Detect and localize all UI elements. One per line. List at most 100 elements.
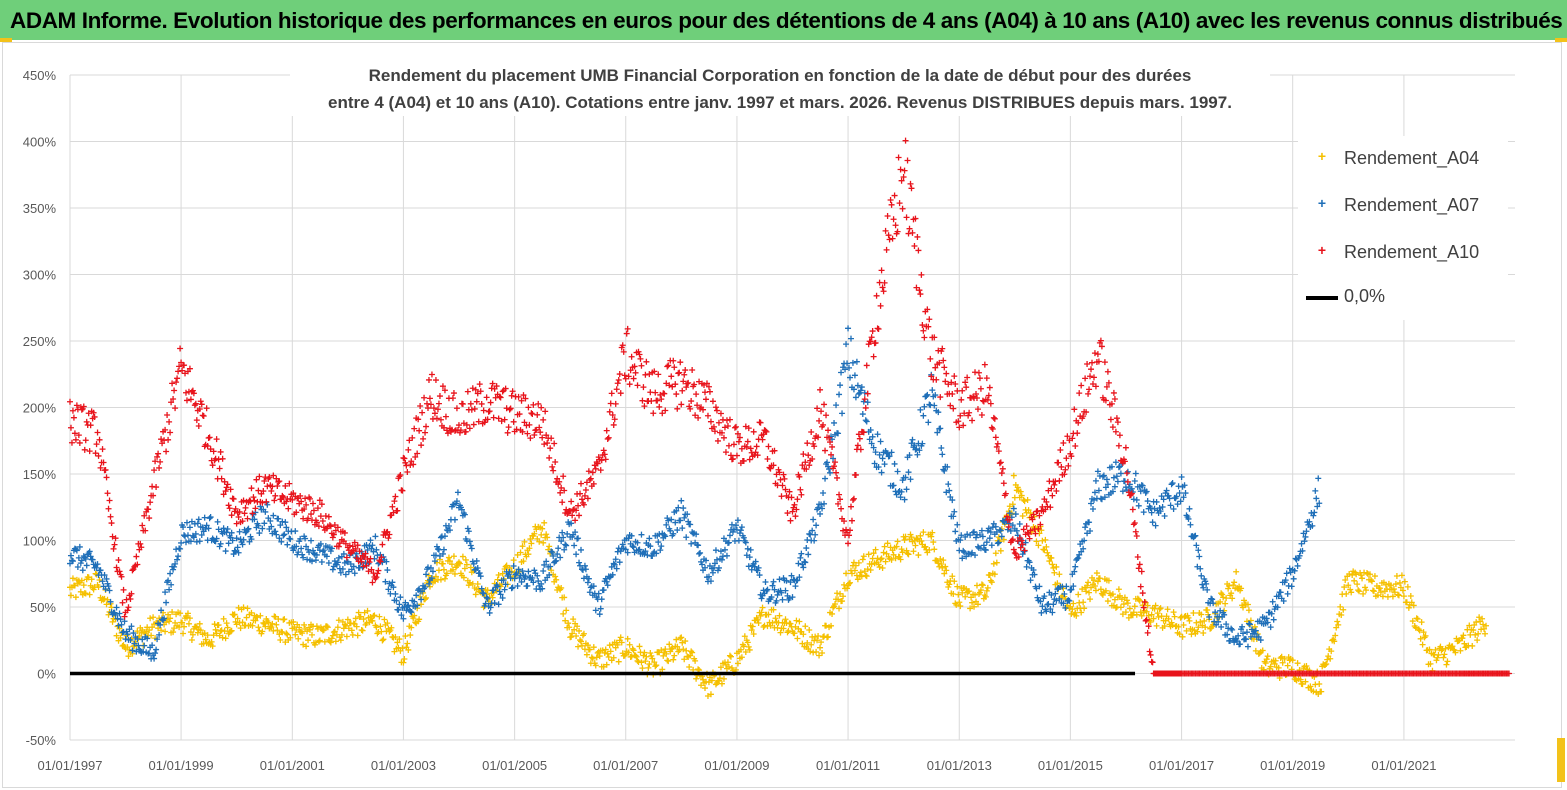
point-rendement-a07	[854, 382, 861, 389]
point-rendement-a07	[578, 546, 585, 553]
point-rendement-a04	[69, 575, 76, 582]
point-rendement-a10	[492, 394, 499, 401]
point-rendement-a07	[917, 406, 924, 413]
point-rendement-a07	[644, 552, 651, 559]
point-rendement-a07	[604, 582, 611, 589]
point-rendement-a07	[590, 583, 597, 590]
point-rendement-a10	[817, 386, 824, 393]
point-rendement-a07	[611, 561, 618, 568]
point-rendement-a04	[576, 627, 583, 634]
point-rendement-a10	[796, 473, 803, 480]
point-rendement-a10	[327, 523, 334, 530]
point-rendement-a07	[1199, 581, 1206, 588]
point-rendement-a10	[528, 410, 535, 417]
point-rendement-a07	[712, 547, 719, 554]
point-rendement-a04	[435, 567, 442, 574]
point-rendement-a04	[1368, 578, 1375, 585]
point-rendement-a10	[111, 541, 118, 548]
point-rendement-a07	[849, 359, 856, 366]
point-rendement-a04	[1479, 615, 1486, 622]
point-rendement-a07	[299, 551, 306, 558]
point-rendement-a10	[1114, 419, 1121, 426]
point-rendement-a10	[661, 390, 668, 397]
point-rendement-a04	[949, 573, 956, 580]
point-rendement-a10	[731, 424, 738, 431]
point-rendement-a07	[298, 545, 305, 552]
point-rendement-a10	[250, 494, 257, 501]
point-rendement-a10	[959, 387, 966, 394]
point-rendement-a07	[107, 598, 114, 605]
point-rendement-a07	[695, 542, 702, 549]
point-rendement-a04	[642, 658, 649, 665]
point-rendement-a10	[879, 284, 886, 291]
point-rendement-a04	[467, 564, 474, 571]
point-rendement-a07	[550, 553, 557, 560]
point-rendement-a04	[520, 558, 527, 565]
point-rendement-a07	[126, 626, 133, 633]
point-rendement-a07	[1240, 630, 1247, 637]
point-rendement-a07	[115, 622, 122, 629]
point-rendement-a07	[1288, 583, 1295, 590]
point-rendement-a10	[1112, 428, 1119, 435]
point-rendement-a04	[188, 636, 195, 643]
point-rendement-a04	[320, 627, 327, 634]
point-rendement-a10	[621, 372, 628, 379]
point-rendement-a04	[1348, 589, 1355, 596]
point-rendement-a07	[405, 602, 412, 609]
point-rendement-a10	[577, 490, 584, 497]
corner-handle-left	[0, 38, 12, 42]
point-rendement-a07	[842, 366, 849, 373]
point-rendement-a04	[1338, 611, 1345, 618]
point-rendement-a07	[861, 389, 868, 396]
point-rendement-a07	[672, 519, 679, 526]
point-rendement-a07	[303, 543, 310, 550]
point-rendement-a10	[912, 215, 919, 222]
point-rendement-a10	[436, 393, 443, 400]
point-rendement-a04	[1165, 615, 1172, 622]
point-rendement-a10	[1138, 568, 1145, 575]
point-rendement-a04	[1195, 624, 1202, 631]
point-rendement-a07	[1299, 547, 1306, 554]
point-rendement-a07	[192, 530, 199, 537]
point-rendement-a04	[828, 622, 835, 629]
point-rendement-a10	[408, 458, 415, 465]
point-rendement-a10	[678, 401, 685, 408]
point-rendement-a07	[1177, 498, 1184, 505]
point-rendement-a10	[563, 506, 570, 513]
point-rendement-a10	[81, 446, 88, 453]
point-rendement-a10	[722, 449, 729, 456]
point-rendement-a07	[287, 536, 294, 543]
point-rendement-a07	[609, 571, 616, 578]
point-rendement-a10	[110, 545, 117, 552]
point-rendement-a10	[936, 359, 943, 366]
point-rendement-a07	[1063, 583, 1070, 590]
point-rendement-a04	[1116, 592, 1123, 599]
point-rendement-a07	[901, 496, 908, 503]
point-rendement-a07	[746, 554, 753, 561]
point-rendement-a07	[451, 516, 458, 523]
point-rendement-a07	[655, 539, 662, 546]
point-rendement-a07	[1284, 590, 1291, 597]
point-rendement-a04	[348, 627, 355, 634]
point-rendement-a07	[486, 609, 493, 616]
point-rendement-a10	[575, 502, 582, 509]
point-rendement-a10	[401, 455, 408, 462]
point-rendement-a10	[589, 469, 596, 476]
point-rendement-a04	[997, 547, 1004, 554]
point-rendement-a10	[878, 267, 885, 274]
point-rendement-a10	[917, 291, 924, 298]
point-rendement-a10	[1018, 537, 1025, 544]
point-rendement-a10	[604, 435, 611, 442]
point-rendement-a10	[521, 419, 528, 426]
point-rendement-a10	[669, 383, 676, 390]
point-rendement-a10	[870, 353, 877, 360]
point-rendement-a10	[694, 402, 701, 409]
point-rendement-a04	[677, 635, 684, 642]
resize-handle[interactable]	[1557, 738, 1565, 782]
point-rendement-a10	[342, 540, 349, 547]
point-rendement-a10	[419, 409, 426, 416]
point-rendement-a10	[113, 564, 120, 571]
point-rendement-a04	[334, 624, 341, 631]
corner-handle-right	[1555, 38, 1567, 42]
point-rendement-a04	[1353, 571, 1360, 578]
